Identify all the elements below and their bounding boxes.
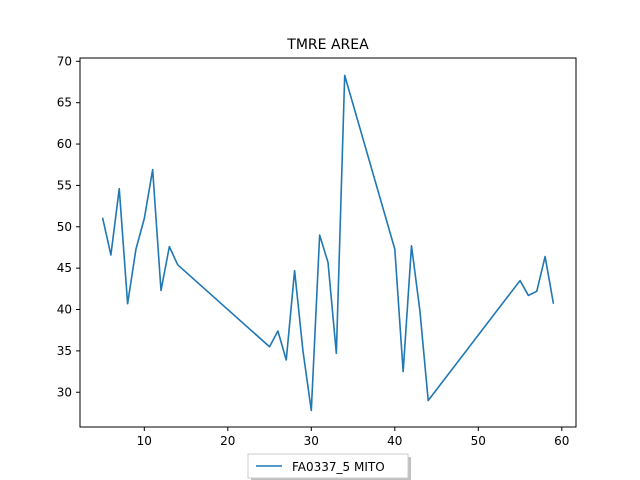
y-tick-label: 30 [57, 385, 72, 399]
legend: FA0337_5 MITO [247, 453, 411, 480]
series-line [101, 74, 555, 412]
legend-label: FA0337_5 MITO [292, 460, 385, 474]
x-tick-label: 50 [471, 434, 486, 448]
y-tick-label: 45 [57, 261, 72, 275]
x-tick-label: 20 [220, 434, 235, 448]
x-tick-label: 10 [137, 434, 152, 448]
x-tick-label: 60 [554, 434, 569, 448]
y-tick-label: 35 [57, 344, 72, 358]
legend-box [247, 453, 409, 479]
y-tick-label: 40 [57, 303, 72, 317]
x-tick-label: 40 [387, 434, 402, 448]
chart-title: TMRE AREA [286, 37, 369, 53]
y-tick-label: 65 [57, 96, 72, 110]
plot-area [101, 74, 555, 412]
y-tick-label: 70 [57, 54, 72, 68]
x-axis: 10 20 30 40 50 60 [137, 427, 569, 448]
y-tick-label: 50 [57, 220, 72, 234]
axes-frame [79, 57, 577, 428]
y-tick-label: 60 [57, 137, 72, 151]
x-tick-label: 30 [304, 434, 319, 448]
y-axis: 30 35 40 45 50 55 60 65 70 [57, 54, 80, 399]
y-tick-label: 55 [57, 178, 72, 192]
